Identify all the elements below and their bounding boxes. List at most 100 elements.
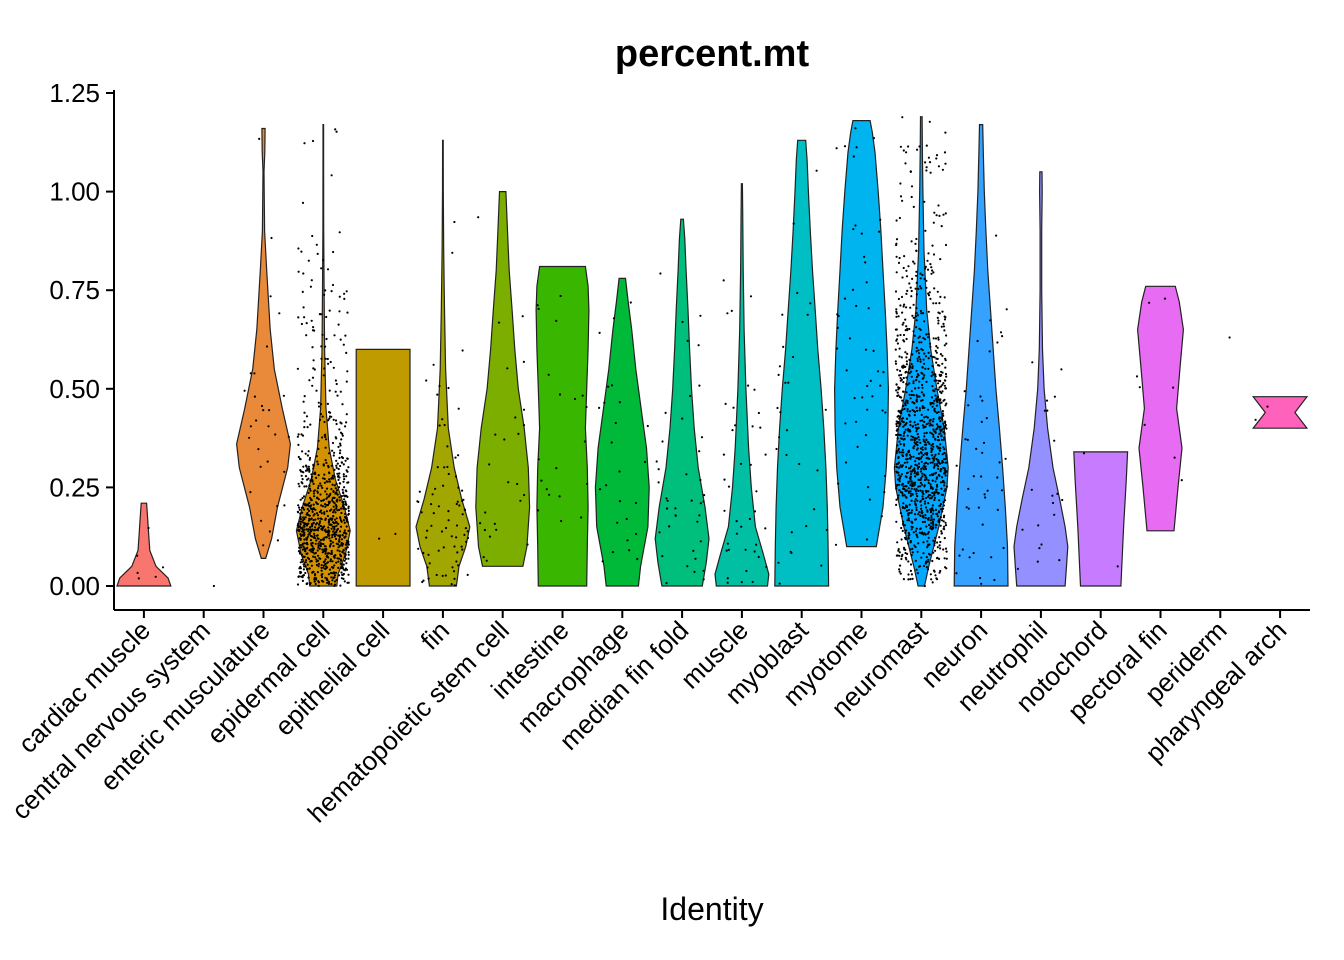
- data-point: [307, 477, 310, 480]
- data-point: [730, 309, 733, 312]
- data-point: [287, 435, 290, 438]
- data-point: [895, 465, 898, 468]
- data-point: [898, 216, 902, 220]
- data-point: [900, 295, 904, 299]
- data-point: [722, 453, 726, 456]
- data-point: [327, 464, 330, 467]
- data-point: [775, 447, 778, 451]
- data-point: [319, 542, 322, 545]
- data-point: [689, 394, 692, 398]
- data-point: [836, 326, 839, 329]
- data-point: [925, 443, 928, 446]
- data-point: [900, 538, 903, 541]
- data-point: [902, 487, 905, 490]
- data-point: [917, 287, 920, 290]
- data-point: [457, 564, 460, 567]
- data-point: [331, 283, 335, 287]
- data-point: [910, 455, 913, 458]
- data-point: [311, 570, 314, 574]
- data-point: [425, 379, 428, 382]
- data-point: [940, 532, 943, 535]
- data-point: [450, 535, 453, 538]
- data-point: [902, 578, 906, 581]
- data-point: [331, 525, 334, 528]
- data-point: [921, 495, 924, 498]
- data-point: [740, 525, 743, 528]
- data-point: [212, 584, 215, 588]
- data-point: [440, 530, 444, 533]
- data-point: [918, 380, 921, 383]
- data-point: [929, 494, 932, 497]
- data-point: [331, 566, 335, 569]
- data-point: [895, 310, 898, 313]
- data-point: [426, 566, 429, 569]
- data-point: [320, 566, 323, 569]
- data-point: [932, 518, 936, 521]
- data-point: [558, 393, 562, 396]
- data-point: [922, 541, 925, 544]
- data-point: [303, 518, 306, 521]
- data-point: [901, 420, 905, 423]
- data-point: [852, 155, 855, 158]
- data-point: [854, 127, 857, 130]
- violin-myotome: [833, 120, 890, 548]
- data-point: [313, 532, 316, 535]
- data-point: [902, 485, 905, 488]
- data-point: [861, 396, 864, 399]
- data-point: [902, 376, 905, 380]
- data-point: [309, 285, 312, 288]
- data-point: [326, 579, 329, 582]
- data-point: [919, 358, 922, 361]
- data-point: [867, 486, 870, 489]
- data-point: [915, 312, 918, 315]
- data-point: [920, 556, 923, 559]
- data-point: [330, 477, 333, 480]
- data-point: [336, 509, 339, 512]
- data-point: [898, 466, 901, 469]
- data-point: [944, 547, 948, 550]
- data-point: [335, 533, 338, 536]
- data-point: [301, 434, 305, 437]
- data-point: [339, 449, 342, 452]
- data-point: [914, 503, 917, 506]
- data-point: [939, 516, 943, 519]
- data-point: [909, 424, 912, 427]
- data-point: [343, 536, 346, 539]
- data-point: [321, 548, 324, 551]
- data-point: [922, 564, 926, 568]
- data-point: [314, 518, 317, 521]
- data-point: [864, 348, 868, 351]
- data-point: [915, 448, 919, 451]
- data-point: [908, 453, 912, 457]
- data-point: [916, 433, 919, 436]
- data-point: [903, 507, 906, 510]
- data-point: [944, 387, 947, 390]
- data-point: [668, 525, 671, 528]
- data-point: [906, 289, 909, 292]
- data-point: [312, 326, 315, 329]
- data-point: [940, 519, 944, 522]
- data-point: [298, 525, 301, 528]
- data-point: [915, 506, 918, 509]
- data-point: [903, 407, 906, 410]
- data-point: [939, 390, 942, 393]
- data-point: [901, 520, 905, 523]
- data-point: [303, 411, 306, 414]
- data-point: [981, 523, 984, 526]
- data-point: [328, 411, 331, 414]
- data-point: [945, 455, 948, 458]
- data-point: [932, 253, 936, 256]
- data-point: [899, 511, 903, 515]
- data-point: [899, 195, 903, 198]
- data-point: [317, 401, 320, 404]
- data-point: [935, 411, 939, 414]
- data-point: [329, 571, 333, 575]
- data-point: [938, 544, 941, 547]
- data-point: [855, 146, 858, 149]
- data-point: [898, 369, 902, 372]
- data-point: [925, 478, 928, 481]
- data-point: [451, 251, 454, 254]
- data-point: [307, 450, 310, 453]
- data-point: [902, 524, 905, 527]
- data-point: [928, 497, 932, 500]
